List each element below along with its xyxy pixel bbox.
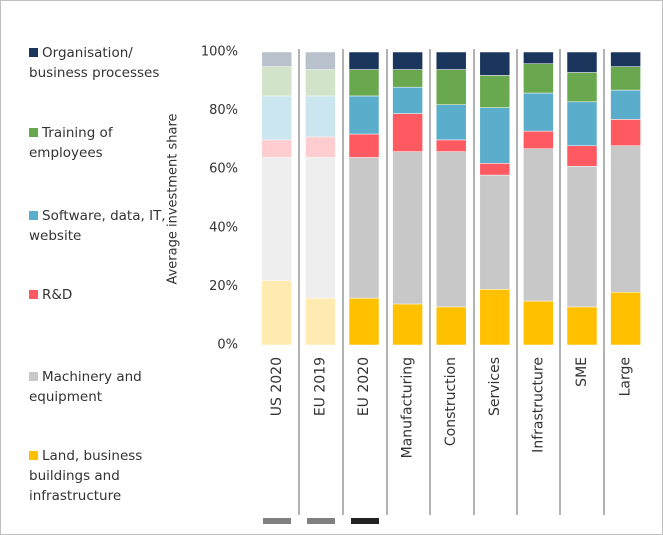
bar-segment <box>348 133 380 158</box>
bar-segment <box>566 166 598 308</box>
legend-label: R&D <box>42 287 73 303</box>
x-tick-label: Large <box>618 357 634 396</box>
bar-segment <box>566 51 598 73</box>
bar-segment <box>523 148 554 302</box>
legend-swatch <box>29 211 38 220</box>
bar-segment <box>348 157 380 299</box>
y-tick-label: 20% <box>209 279 238 294</box>
bar-segment <box>435 139 467 152</box>
bar-segment <box>610 89 641 120</box>
legend-entry: Software, data, IT, website <box>29 206 169 246</box>
bar-segment <box>435 51 467 70</box>
bar-segment <box>610 51 641 67</box>
bar-segment <box>523 92 554 132</box>
bar-segment <box>305 297 336 346</box>
bar-segment <box>261 139 293 158</box>
bar-segment <box>305 136 336 158</box>
bar-segment <box>261 66 293 97</box>
bar-segment <box>479 51 511 76</box>
y-tick-label: 60% <box>209 162 238 177</box>
bar-segment <box>305 51 336 70</box>
bar-segment <box>435 151 467 308</box>
bar-segment <box>610 119 641 147</box>
bar-segment <box>566 306 598 346</box>
x-tick-label: Manufacturing <box>400 357 416 458</box>
legend-entry: Organisation/ business processes <box>29 43 169 83</box>
bar-segment <box>435 306 467 346</box>
legend-label: Land, business buildings and infrastruct… <box>29 448 143 504</box>
x-tick-label: EU 2019 <box>312 357 328 416</box>
legend-swatch <box>29 372 38 381</box>
legend-entry: Land, business buildings and infrastruct… <box>29 446 169 506</box>
marker <box>263 518 291 524</box>
bar-segment <box>392 113 423 152</box>
bar-segment <box>566 101 598 147</box>
bar-segment <box>392 51 423 70</box>
x-tick-label: US 2020 <box>269 357 285 416</box>
bar-segment <box>523 63 554 94</box>
bar-segment <box>261 157 293 281</box>
y-tick-label: 80% <box>209 103 238 118</box>
bar-segment <box>392 69 423 88</box>
bar-segment <box>610 66 641 91</box>
bar-segment <box>348 51 380 70</box>
marker <box>351 518 379 524</box>
legend-label: Software, data, IT, website <box>29 208 166 244</box>
bar-segment <box>479 163 511 176</box>
bar-segment <box>305 95 336 138</box>
bar-segment <box>305 157 336 299</box>
bar-segment <box>392 303 423 346</box>
x-tick-label: Construction <box>443 357 459 446</box>
y-tick-label: 40% <box>209 220 238 235</box>
bar-segment <box>348 69 380 97</box>
y-tick-label: 100% <box>201 45 238 60</box>
x-tick-label: Services <box>487 357 503 416</box>
bar-segment <box>523 300 554 346</box>
bar-segment <box>610 292 641 346</box>
legend-label: Machinery and equipment <box>29 369 142 405</box>
bar-segment <box>566 145 598 167</box>
y-axis-label: Average investment share <box>166 113 181 284</box>
bar-segment <box>348 297 380 346</box>
bar-segment <box>523 130 554 149</box>
bar-segment <box>392 86 423 114</box>
bar-segment <box>435 69 467 105</box>
bar-segment <box>479 75 511 108</box>
bar-segment <box>566 72 598 103</box>
x-tick-label: EU 2020 <box>356 357 372 416</box>
bar-segment <box>435 104 467 141</box>
bar-segment <box>610 145 641 293</box>
legend-swatch <box>29 128 38 137</box>
bar-segment <box>479 174 511 290</box>
separators <box>298 49 605 515</box>
legend-entry: R&D <box>29 285 169 305</box>
y-tick-label: 0% <box>217 338 238 353</box>
x-tick-label: SME <box>574 357 590 387</box>
bar-segment <box>348 95 380 135</box>
bar-segment <box>479 107 511 164</box>
legend-label: Training of employees <box>29 125 113 161</box>
bar-segment <box>305 69 336 97</box>
bar-segment <box>392 151 423 305</box>
legend-swatch <box>29 451 38 460</box>
bar-segment <box>523 51 554 64</box>
legend-swatch <box>29 48 38 57</box>
bar-segment <box>479 289 511 346</box>
bar-segment <box>261 95 293 141</box>
bar-segment <box>261 280 293 346</box>
legend-entry: Machinery and equipment <box>29 367 169 407</box>
legend-label: Organisation/ business processes <box>29 45 160 81</box>
legend-entry: Training of employees <box>29 123 169 163</box>
legend-swatch <box>29 290 38 299</box>
bar-segment <box>261 51 293 67</box>
marker <box>307 518 335 524</box>
x-tick-label: Infrastructure <box>530 357 546 453</box>
